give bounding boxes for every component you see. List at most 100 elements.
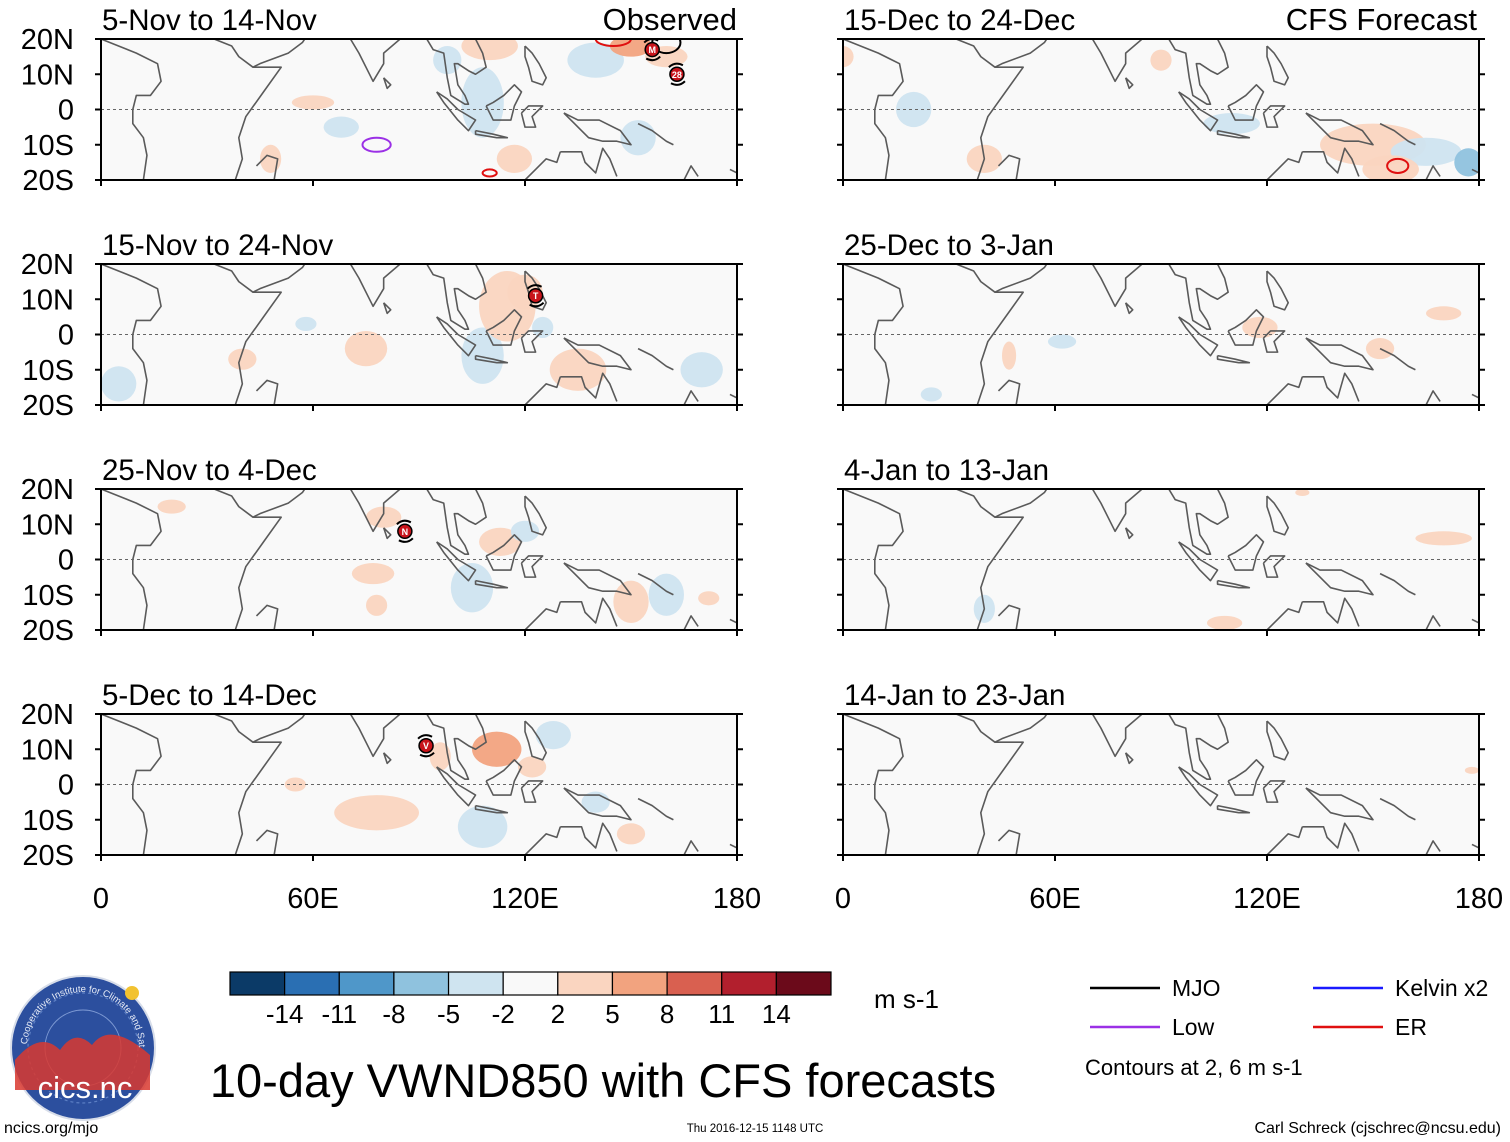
legend-label: MJO [1172,975,1221,1001]
storm-arm [526,284,543,290]
timestamp: Thu 2016-12-15 1148 UTC [687,1123,824,1135]
coastline [1425,615,1441,630]
coastline [843,264,904,405]
coastline [1262,780,1286,803]
contour-er [1386,157,1410,174]
storm-label: V [423,741,429,751]
coastline [101,714,162,855]
colorbar-swatch [502,971,559,996]
map-panel-5: 15-Dec to 24-Dec [837,4,1485,186]
anomaly-shading [1206,615,1243,630]
author-credit: Carl Schreck (cjschrec@ncsu.edu) [1254,1120,1501,1137]
coastline [474,354,509,364]
colorbar-swatch [393,971,450,996]
contour-note: Contours at 2, 6 m s-1 [1085,1055,1303,1080]
coastline [101,489,162,630]
anomaly-shading [1150,49,1172,71]
coastline [1091,714,1229,781]
y-tick-label: 20S [22,615,74,647]
panel-period: 15-Nov to 24-Nov [102,229,333,262]
coastline [524,270,548,311]
storm-arm [417,734,433,740]
map-panel-6: 25-Dec to 3-Jan [837,229,1485,411]
coastline [1091,39,1229,106]
anomaly-shading [698,591,720,606]
coastline [1302,597,1360,627]
coastline [994,264,1048,293]
panel-period: 5-Dec to 14-Dec [102,679,317,712]
coastline [255,379,279,405]
coastline [382,77,392,90]
coastline [474,129,509,139]
coastline [524,151,562,180]
coastline [213,39,283,180]
contour-low [361,136,392,153]
coastline [729,168,737,174]
coastline [1302,822,1360,852]
anomaly-shading [479,527,522,556]
colorbar-tick-label: 2 [551,999,565,1029]
coastline [1178,766,1219,807]
map-panel-8: 14-Jan to 23-Jan [837,679,1485,861]
coastline [382,527,392,540]
coastline [382,752,392,765]
coastline [563,337,632,371]
y-tick-label: 10S [22,355,74,387]
anomaly-shading [1426,306,1462,321]
colorbar-tick-label: -14 [266,999,304,1029]
coastline [997,154,1021,180]
y-tick-label: 10N [21,59,74,91]
anomaly-shading [1415,531,1472,546]
coastline [213,714,283,855]
coastline [955,714,1025,855]
coastline [101,264,162,405]
coastline [997,379,1021,405]
y-tick-label: 0 [58,320,74,352]
storm-marker: T [526,284,545,308]
coastline [1227,759,1265,796]
x-tick-label: 180 [713,883,761,915]
anomaly-shading [228,348,257,370]
colorbar-tick-label: -5 [437,999,460,1029]
y-tick-label: 10N [21,284,74,316]
colorbar-swatch [775,971,832,996]
panel-period: 25-Nov to 4-Dec [102,454,317,487]
legend-label: ER [1395,1014,1427,1040]
anomaly-shading [1002,341,1017,370]
storm-label: M [648,45,656,55]
storm-marker: 28 [668,62,686,86]
anomaly-shading [461,39,518,61]
anomaly-shading [334,795,419,831]
coastline [1266,151,1304,180]
coastline [1425,165,1441,180]
coastline [349,714,487,781]
coastline [1266,376,1304,405]
colorbar-swatch [721,971,777,996]
storm-arm [645,55,661,62]
coastline [637,572,674,596]
coastline [1266,720,1289,761]
anomaly-shading [461,327,504,384]
colorbar-swatch [284,971,340,996]
coastline [1124,77,1134,90]
x-axes: 0 60E 120E 180 0 60E 120E 180 [93,883,1503,915]
coastline [1227,84,1265,121]
anomaly-shading [549,348,607,391]
coastline [1124,302,1134,315]
coastline [563,562,632,596]
anomaly-shading [157,499,186,514]
coastline [997,604,1021,630]
colorbar-tick-label: -11 [321,999,357,1029]
coastline [1305,112,1374,146]
forecast-header: CFS Forecast [1286,2,1478,37]
coastline [520,555,544,578]
anomaly-shading [613,580,649,623]
coastline [1124,752,1134,765]
coastline [520,780,544,803]
anomaly-shading [648,573,684,616]
x-tick-label: 180 [1455,883,1503,915]
coastline [213,264,283,405]
anomaly-shading [366,594,388,616]
